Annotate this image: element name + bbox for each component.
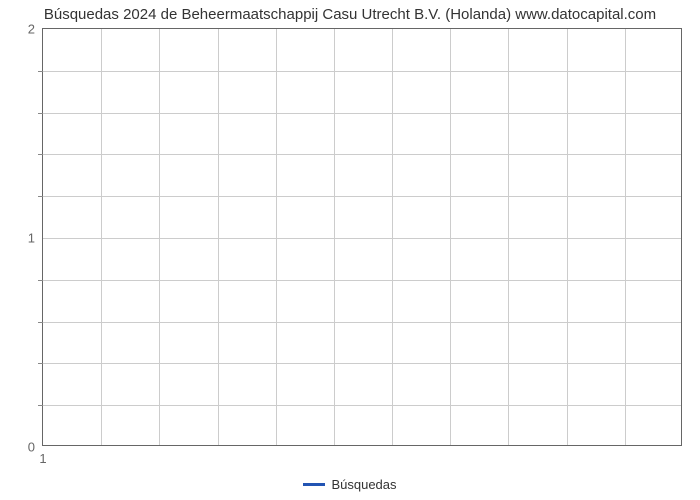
grid-line-vertical bbox=[334, 29, 335, 445]
grid-line-horizontal bbox=[43, 280, 681, 281]
legend-label: Búsquedas bbox=[331, 477, 396, 492]
grid-line-vertical bbox=[159, 29, 160, 445]
y-minor-tick bbox=[38, 280, 43, 281]
y-minor-tick bbox=[38, 113, 43, 114]
y-minor-tick bbox=[38, 363, 43, 364]
grid-line-vertical bbox=[567, 29, 568, 445]
grid-line-horizontal bbox=[43, 113, 681, 114]
grid-line-horizontal bbox=[43, 363, 681, 364]
grid-line-vertical bbox=[625, 29, 626, 445]
grid-line-horizontal bbox=[43, 154, 681, 155]
grid-line-vertical bbox=[450, 29, 451, 445]
x-tick-label: 1 bbox=[39, 451, 46, 466]
legend-swatch bbox=[303, 483, 325, 486]
grid-line-vertical bbox=[218, 29, 219, 445]
grid-line-horizontal bbox=[43, 322, 681, 323]
grid-line-vertical bbox=[101, 29, 102, 445]
y-minor-tick bbox=[38, 154, 43, 155]
chart-title: Búsquedas 2024 de Beheermaatschappij Cas… bbox=[0, 6, 700, 23]
y-tick-label: 2 bbox=[28, 22, 35, 37]
y-minor-tick bbox=[38, 71, 43, 72]
y-minor-tick bbox=[38, 196, 43, 197]
plot-area: 0121 bbox=[42, 28, 682, 446]
grid-line-horizontal bbox=[43, 405, 681, 406]
y-tick-label: 1 bbox=[28, 231, 35, 246]
legend: Búsquedas bbox=[0, 476, 700, 492]
grid-line-horizontal bbox=[43, 196, 681, 197]
grid-line-vertical bbox=[392, 29, 393, 445]
grid-line-horizontal bbox=[43, 71, 681, 72]
y-tick-label: 0 bbox=[28, 440, 35, 455]
grid-line-vertical bbox=[508, 29, 509, 445]
y-minor-tick bbox=[38, 405, 43, 406]
grid-line-vertical bbox=[276, 29, 277, 445]
y-minor-tick bbox=[38, 322, 43, 323]
grid-line-horizontal bbox=[43, 238, 681, 239]
